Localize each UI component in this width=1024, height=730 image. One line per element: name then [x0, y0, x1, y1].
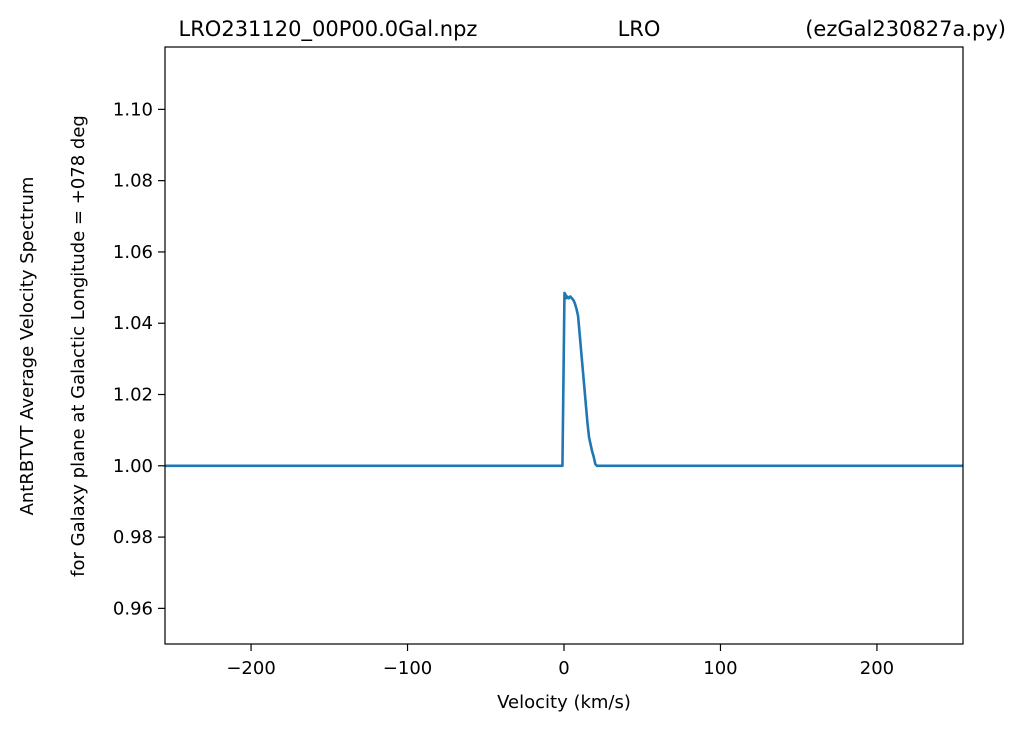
spectrum-line	[165, 291, 963, 468]
y-tick-label: 0.98	[113, 527, 153, 548]
x-tick-label: 100	[703, 658, 737, 679]
y-tick-label: 1.00	[113, 456, 153, 477]
x-axis-label: Velocity (km/s)	[497, 692, 631, 713]
data-layer	[165, 291, 963, 468]
title-left: LRO231120_00P00.0Gal.npz	[179, 17, 478, 42]
x-tick-label: 0	[558, 658, 569, 679]
y-tick-label: 1.08	[113, 171, 153, 192]
x-tick-label: 200	[860, 658, 894, 679]
y-tick-label: 0.96	[113, 598, 153, 619]
x-tick-label: −200	[226, 658, 275, 679]
x-axis: −200 −100 0 100 200	[226, 644, 894, 679]
y-tick-label: 1.02	[113, 385, 153, 406]
y-tick-label: 1.10	[113, 99, 153, 120]
title-right: (ezGal230827a.py)	[805, 17, 1006, 41]
y-tick-label: 1.04	[113, 313, 153, 334]
y-axis-label-line1: AntRBTVT Average Velocity Spectrum	[17, 177, 38, 516]
title-center: LRO	[618, 17, 661, 41]
x-tick-label: −100	[383, 658, 432, 679]
y-axis: 0.96 0.98 1.00 1.02 1.04 1.06 1.08 1.10	[113, 99, 165, 619]
y-axis-label-line2: for Galaxy plane at Galactic Longitude =…	[68, 115, 89, 577]
y-tick-label: 1.06	[113, 242, 153, 263]
